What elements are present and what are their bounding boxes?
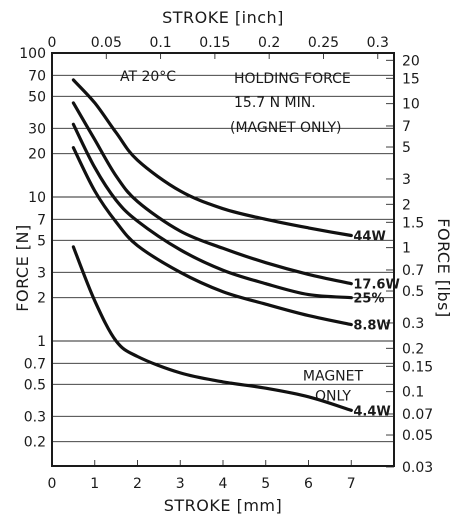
right-tick-label: 0.2 [402, 341, 424, 357]
right-tick-label: 0.7 [402, 263, 424, 279]
plot-frame [51, 52, 395, 467]
y-tick-label: 2 [37, 291, 46, 307]
curve-label: 4.4W [353, 404, 390, 419]
right-tick-label: 0.05 [402, 428, 433, 444]
top-tick-label: 0.1 [149, 35, 171, 51]
right-tick-label: 10 [402, 97, 420, 113]
x-axis-title: STROKE [mm] [164, 496, 282, 515]
y-tick-label: 20 [28, 147, 46, 163]
curve-25 [71, 122, 353, 300]
curve-label: 8.8W [353, 319, 390, 334]
y-tick-label: 0.2 [24, 435, 46, 451]
y-tick-label: 7 [37, 212, 46, 228]
grid-lines [51, 52, 394, 468]
curve-176w [71, 101, 353, 286]
holding-force-line-3: (MAGNET ONLY) [230, 120, 342, 136]
curve-label: 25% [353, 292, 384, 307]
right-tick-label: 15 [402, 71, 420, 87]
curve-label: 44W [353, 230, 385, 245]
y-tick-label: 0.3 [24, 409, 46, 425]
right-tick-label: 0.15 [402, 359, 433, 375]
holding-force-line-2: 15.7 N MIN. [234, 95, 316, 111]
top-tick-label: 0.15 [199, 35, 230, 51]
x-tick-label: 3 [176, 476, 185, 492]
holding-force-line-1: HOLDING FORCE [234, 71, 351, 87]
x-tick-label: 4 [219, 476, 228, 492]
x-tick-label: 2 [133, 476, 142, 492]
right-tick-label: 1 [402, 241, 411, 257]
right-tick-label: 0.1 [402, 385, 424, 401]
y-axis-title: FORCE [N] [13, 224, 32, 311]
right-tick-label: 7 [402, 119, 411, 135]
x-tick-label: 5 [261, 476, 270, 492]
y-tick-label: 30 [28, 121, 46, 137]
right-tick-label: 2 [402, 197, 411, 213]
right-tick-label: 5 [402, 140, 411, 156]
right-tick-label: 20 [402, 53, 420, 69]
y-tick-label: 70 [28, 68, 46, 84]
x-tick-label: 6 [304, 476, 313, 492]
curve-44w [71, 78, 353, 238]
right-tick-label: 0.3 [402, 316, 424, 332]
right-tick-label: 3 [402, 172, 411, 188]
right-tick-label: 1.5 [402, 215, 424, 231]
top-tick-label: 0.25 [308, 35, 339, 51]
temperature-note: AT 20°C [120, 69, 176, 85]
curve-88w [71, 146, 353, 327]
curves [71, 78, 353, 412]
curve-label: 17.6W [353, 278, 399, 293]
top-tick-label: 0 [48, 35, 57, 51]
top-tick-label: 0.05 [91, 35, 122, 51]
right-tick-label: 0.03 [402, 460, 433, 476]
magnet-only-label: MAGNET [303, 368, 364, 384]
right-tick-label: 0.5 [402, 284, 424, 300]
right-axis-title: FORCE [lbs] [434, 218, 453, 317]
x-tick-label: 7 [347, 476, 356, 492]
y-tick-label: 100 [19, 46, 46, 62]
top-axis-title: STROKE [inch] [162, 8, 284, 27]
x-tick-label: 0 [48, 476, 57, 492]
magnet-only-label: ONLY [315, 388, 351, 404]
y-tick-label: 50 [28, 89, 46, 105]
y-tick-label: 0.7 [24, 356, 46, 372]
y-tick-label: 1 [37, 334, 46, 350]
y-tick-label: 3 [37, 265, 46, 281]
y-tick-label: 10 [28, 190, 46, 206]
x-tick-label: 1 [90, 476, 99, 492]
y-tick-label: 5 [37, 233, 46, 249]
y-tick-label: 0.5 [24, 377, 46, 393]
top-tick-label: 0.2 [258, 35, 280, 51]
curve-44w [71, 245, 353, 412]
right-tick-label: 0.07 [402, 407, 433, 423]
top-tick-label: 0.3 [367, 35, 389, 51]
